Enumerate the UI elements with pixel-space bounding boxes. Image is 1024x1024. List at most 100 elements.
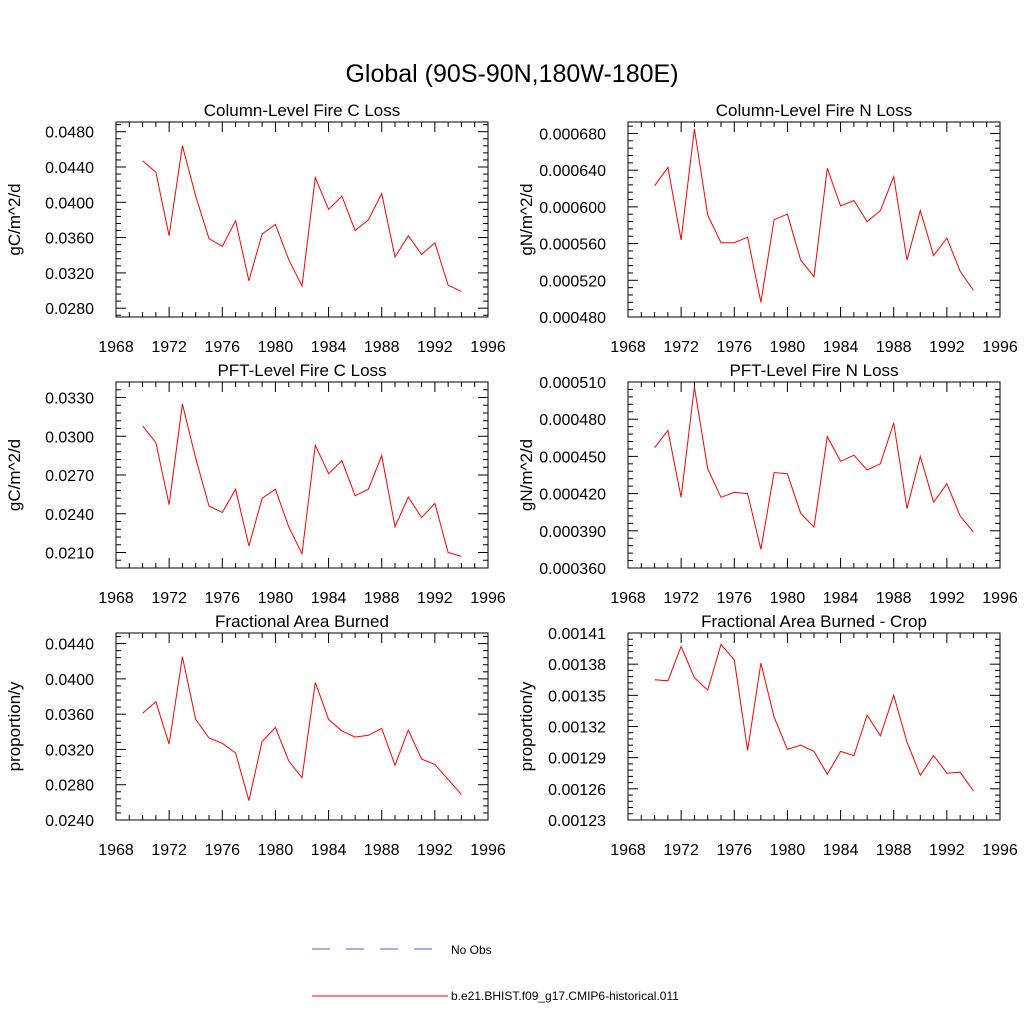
y-tick-label: 0.000600 [539,200,606,217]
x-tick-label: 1976 [716,339,752,356]
y-tick-label: 0.000560 [539,237,606,254]
x-tick-label: 1988 [876,842,912,859]
x-tick-label: 1992 [417,590,453,607]
x-tick-label: 1976 [716,842,752,859]
x-tick-label: 1976 [204,339,240,356]
x-tick-label: 1980 [258,339,294,356]
x-tick-label: 1972 [151,590,187,607]
x-tick-label: 1984 [823,590,859,607]
series-line [142,403,462,557]
x-tick-label: 1988 [876,590,912,607]
x-tick-label: 1972 [663,590,699,607]
y-tick-label: 0.000450 [539,449,606,466]
y-tick-label: 0.000680 [539,126,606,143]
x-tick-label: 1984 [311,842,347,859]
legend-label-no-obs: No Obs [451,943,492,957]
panel-3: PFT-Level Fire C Loss gC/m^2/d 1968 1972 197… [5,361,506,607]
x-tick-label: 1992 [929,590,965,607]
x-tick-label: 1984 [823,842,859,859]
y-tick-label: 0.00135 [548,688,606,705]
x-tick-label: 1976 [716,590,752,607]
series-line [142,656,462,801]
y-tick-label: 0.00138 [548,657,606,674]
x-tick-label: 1984 [311,339,347,356]
panel-2: Column-Level Fire N Loss gN/m^2/d 1968 1972… [517,101,1018,356]
panel-6: Fractional Area Burned - Crop proportion/… [517,612,1018,859]
series-line [142,145,462,292]
y-tick-label: 0.0300 [45,429,94,446]
x-tick-label: 1980 [770,339,806,356]
y-tick-label: 0.000520 [539,273,606,290]
y-tick-label: 0.0270 [45,468,94,485]
x-tick-label: 1980 [258,590,294,607]
panel-5: Fractional Area Burned proportion/y 1968 19… [5,612,506,859]
x-tick-label: 1972 [663,339,699,356]
y-tick-label: 0.0240 [45,813,94,830]
x-tick-label: 1988 [364,590,400,607]
x-tick-label: 1992 [929,339,965,356]
y-tick-label: 0.00126 [548,782,606,799]
x-tick-label: 1992 [929,842,965,859]
x-tick-label: 1968 [98,842,134,859]
x-tick-label: 1968 [610,590,646,607]
y-tick-label: 0.000390 [539,524,606,541]
x-tick-label: 1996 [470,590,506,607]
y-tick-label: 0.0400 [45,195,94,212]
y-tick-label: 0.0320 [45,742,94,759]
y-tick-label: 0.0210 [45,546,94,563]
y-tick-label: 0.000510 [539,375,606,392]
y-tick-label: 0.000360 [539,561,606,578]
x-tick-label: 1968 [610,842,646,859]
x-tick-label: 1972 [151,339,187,356]
panel-title: Fractional Area Burned - Crop [701,612,927,631]
x-tick-label: 1988 [364,842,400,859]
y-axis-label: gC/m^2/d [5,183,24,255]
y-tick-label: 0.0400 [45,672,94,689]
x-tick-label: 1984 [823,339,859,356]
x-tick-label: 1996 [470,842,506,859]
x-tick-label: 1972 [151,842,187,859]
panel-1: Column-Level Fire C Loss gC/m^2/d 1968 1972… [5,101,506,356]
x-tick-label: 1996 [982,339,1018,356]
y-tick-label: 0.0440 [45,637,94,654]
x-tick-label: 1992 [417,339,453,356]
x-tick-label: 1968 [98,339,134,356]
y-tick-label: 0.000480 [539,310,606,327]
panel-title: PFT-Level Fire C Loss [217,361,386,380]
y-tick-label: 0.00141 [548,626,606,643]
x-tick-label: 1972 [663,842,699,859]
y-tick-label: 0.0330 [45,391,94,408]
y-tick-label: 0.000640 [539,163,606,180]
x-tick-label: 1996 [470,339,506,356]
x-tick-label: 1976 [204,590,240,607]
y-tick-label: 0.0440 [45,160,94,177]
panel-title: Fractional Area Burned [215,612,389,631]
panel-4: PFT-Level Fire N Loss gN/m^2/d 1968 1972 197… [517,361,1018,607]
x-tick-label: 1980 [770,590,806,607]
x-tick-label: 1980 [258,842,294,859]
y-axis-label: proportion/y [517,681,536,771]
x-tick-label: 1988 [876,339,912,356]
y-axis-label: proportion/y [5,681,24,771]
y-tick-label: 0.00132 [548,720,606,737]
x-tick-label: 1968 [98,590,134,607]
y-tick-label: 0.0480 [45,125,94,142]
y-tick-label: 0.00123 [548,813,606,830]
series-line [654,128,974,303]
panel-title: Column-Level Fire N Loss [716,101,913,120]
y-tick-label: 0.0360 [45,707,94,724]
y-axis-label: gN/m^2/d [517,439,536,511]
y-tick-label: 0.000420 [539,487,606,504]
panel-title: Column-Level Fire C Loss [204,101,401,120]
legend: No Obs b.e21.BHIST.f09_g17.CMIP6-histori… [312,943,679,1003]
x-tick-label: 1992 [417,842,453,859]
plot-frame [627,632,1001,821]
figure-title: Global (90S-90N,180W-180E) [345,60,678,88]
x-tick-label: 1976 [204,842,240,859]
y-tick-label: 0.00129 [548,751,606,768]
legend-label-model: b.e21.BHIST.f09_g17.CMIP6-historical.011 [451,989,679,1003]
x-tick-label: 1980 [770,842,806,859]
panel-grid: Column-Level Fire C Loss gC/m^2/d 1968 1972… [5,101,1018,859]
x-tick-label: 1988 [364,339,400,356]
